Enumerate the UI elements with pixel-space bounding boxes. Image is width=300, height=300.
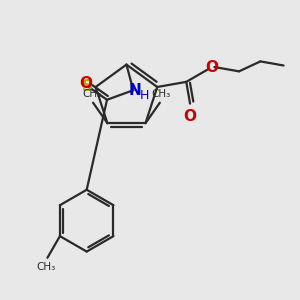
- Text: CH₃: CH₃: [152, 89, 171, 99]
- Text: S: S: [82, 80, 93, 94]
- Text: H: H: [140, 89, 149, 102]
- Text: CH₃: CH₃: [36, 262, 56, 272]
- Text: O: O: [79, 76, 92, 91]
- Text: N: N: [128, 83, 141, 98]
- Text: O: O: [184, 109, 196, 124]
- Text: CH₃: CH₃: [82, 89, 101, 99]
- Text: O: O: [205, 59, 218, 74]
